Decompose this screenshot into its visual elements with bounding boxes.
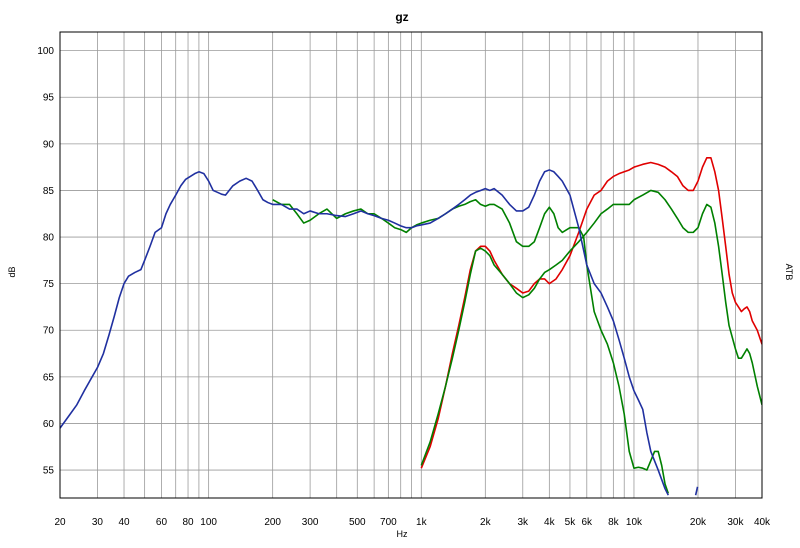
series-line	[420, 189, 762, 466]
series-line	[272, 198, 670, 494]
y-tick-label: 55	[43, 466, 55, 477]
y-axis-label: dB	[7, 266, 17, 277]
y-tick-label: 65	[43, 372, 55, 383]
x-tick-label: 30	[92, 517, 104, 528]
y-tick-label: 75	[43, 279, 55, 290]
x-tick-label: 60	[156, 517, 168, 528]
series-group	[60, 157, 762, 496]
x-tick-label: 2k	[480, 517, 492, 528]
x-tick-labels: 20 30 40 60 80 100 200 300 500 700 1k 2k 3k 4k 5k 6k 8k 1…	[54, 517, 771, 528]
series-line	[694, 486, 699, 496]
y-tick-labels: 55 60 65 70 75 80 85 90 95 100	[37, 46, 54, 476]
y-tick-label: 100	[37, 46, 54, 57]
x-tick-label: 6k	[582, 517, 594, 528]
x-tick-label: 40	[118, 517, 130, 528]
x-tick-label: 700	[380, 517, 397, 528]
y2-axis-label: ATB	[784, 264, 794, 281]
x-tick-label: 20k	[690, 517, 707, 528]
chart-title: gz	[395, 10, 408, 24]
y-tick-label: 60	[43, 419, 55, 430]
x-tick-label: 500	[349, 517, 366, 528]
x-tick-label: 300	[302, 517, 319, 528]
x-tick-label: 30k	[727, 517, 744, 528]
x-tick-label: 100	[200, 517, 217, 528]
x-tick-label: 10k	[626, 517, 643, 528]
x-tick-label: 80	[182, 517, 194, 528]
series-line	[420, 157, 762, 469]
x-tick-label: 20	[54, 517, 66, 528]
y-tick-label: 70	[43, 326, 55, 337]
y-tick-label: 95	[43, 93, 55, 104]
x-axis-label: Hz	[397, 529, 408, 539]
y-tick-label: 90	[43, 139, 55, 150]
grid-lines	[59, 32, 763, 498]
x-tick-label: 4k	[544, 517, 556, 528]
x-tick-label: 40k	[754, 517, 771, 528]
x-tick-label: 5k	[565, 517, 577, 528]
x-tick-label: 8k	[608, 517, 620, 528]
y-tick-label: 85	[43, 186, 55, 197]
series-line	[60, 169, 669, 496]
plot-frame	[59, 31, 763, 499]
x-tick-label: 1k	[416, 517, 428, 528]
x-tick-label: 200	[264, 517, 281, 528]
x-tick-label: 3k	[517, 517, 529, 528]
y-tick-label: 80	[43, 233, 55, 244]
